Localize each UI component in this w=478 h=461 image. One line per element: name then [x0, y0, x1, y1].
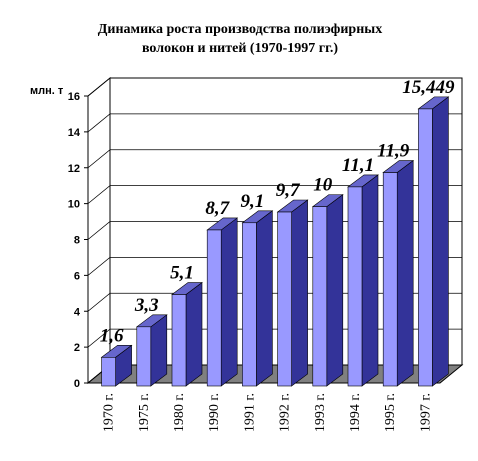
y-tick-label: 14 — [68, 127, 81, 139]
x-tick-label: 1990 г. — [207, 393, 222, 432]
x-tick-label: 1980 г. — [172, 393, 187, 432]
grid-line — [87, 221, 462, 240]
x-tick-label: 1997 г. — [418, 393, 433, 432]
data-label: 5,1 — [170, 263, 194, 284]
y-tick-label: 6 — [74, 270, 80, 282]
bar — [347, 186, 363, 387]
x-tick-label: 1991 г. — [242, 393, 257, 432]
y-axis-label: млн. т — [30, 85, 64, 97]
x-tick-label: 1992 г. — [278, 393, 293, 432]
x-tick-label: 1975 г. — [137, 393, 152, 432]
bar-side — [361, 174, 379, 387]
x-tick-label: 1995 г. — [383, 393, 398, 432]
bar-side — [396, 159, 414, 387]
y-tick-label: 16 — [68, 91, 80, 103]
bar — [242, 222, 257, 387]
grid-line — [87, 292, 462, 312]
bar — [312, 206, 328, 387]
bar-side — [291, 199, 308, 387]
bar — [171, 294, 187, 387]
bar — [101, 356, 116, 387]
bar — [206, 229, 222, 387]
data-label: 11,1 — [342, 155, 374, 176]
bar-side — [432, 96, 449, 387]
grid-line — [87, 328, 462, 348]
y-tick-label: 12 — [68, 163, 80, 175]
y-tick-label: 8 — [74, 235, 80, 247]
data-label: 15,449 — [402, 77, 455, 98]
grid-line — [87, 77, 462, 97]
grid-line — [87, 256, 462, 276]
x-tick-label: 1993 г. — [313, 393, 328, 432]
bar — [382, 172, 398, 387]
chart-title: Динамика роста производства полиэфирных — [98, 22, 382, 37]
data-label: 3,3 — [134, 295, 159, 316]
bar — [277, 211, 292, 387]
y-tick-label: 0 — [74, 378, 80, 390]
y-tick-label: 4 — [74, 306, 81, 318]
bar-side — [150, 314, 168, 387]
data-label: 9,7 — [276, 180, 301, 201]
bar — [418, 108, 433, 387]
grid-line — [87, 149, 462, 169]
data-label: 11,9 — [377, 141, 410, 162]
data-label: 1,6 — [100, 325, 124, 346]
grid-line — [87, 185, 462, 204]
data-label: 10 — [313, 175, 333, 196]
bar-side — [256, 210, 273, 387]
bar — [136, 326, 152, 387]
data-label: 8,7 — [205, 198, 230, 219]
y-tick-label: 10 — [68, 199, 80, 211]
grid-line — [87, 113, 462, 133]
bar-side — [185, 281, 203, 387]
chart-subtitle: волокон и нитей (1970-1997 гг.) — [142, 41, 338, 56]
bar-side — [220, 217, 238, 387]
bar-side — [326, 194, 344, 387]
x-tick-label: 1970 г. — [102, 393, 117, 432]
data-label: 9,1 — [241, 191, 265, 212]
y-tick-label: 2 — [74, 342, 80, 354]
x-tick-label: 1994 г. — [348, 393, 363, 432]
